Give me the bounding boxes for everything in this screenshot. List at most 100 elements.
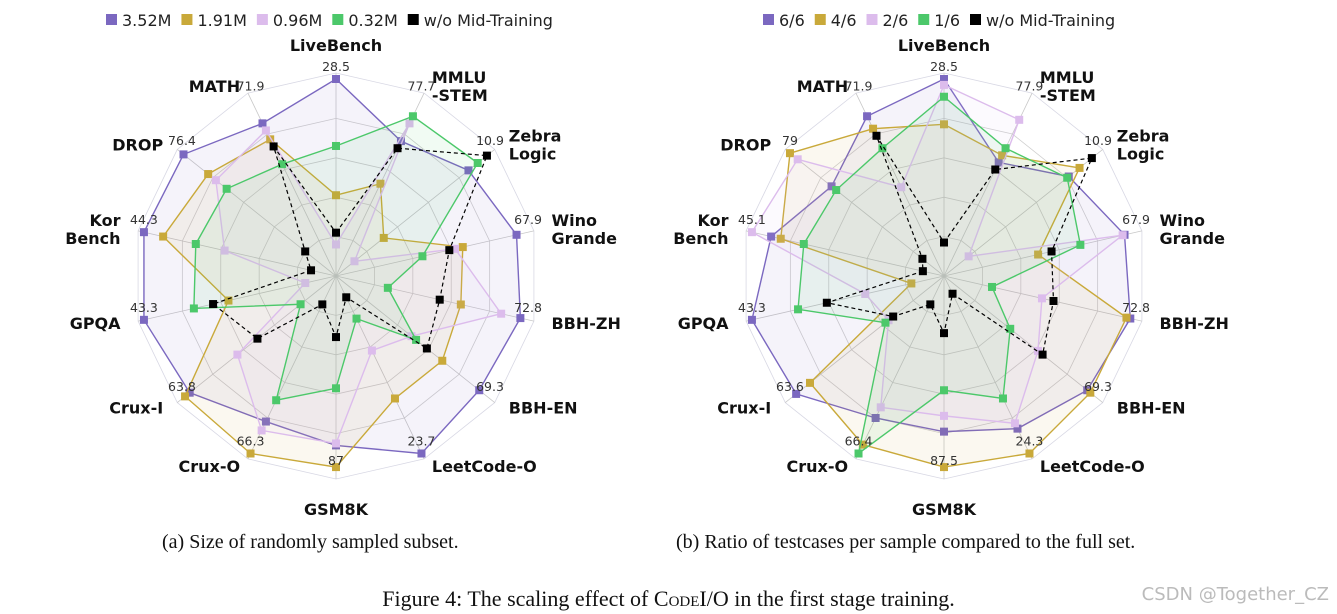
data-point — [422, 344, 431, 353]
data-point — [253, 334, 262, 343]
axis-max-label: 43.3 — [738, 300, 766, 315]
axis-label: MMLU -STEM — [1040, 68, 1096, 105]
axis-label-line: Logic — [509, 144, 557, 163]
data-point — [1049, 296, 1058, 305]
axis-label-line: MATH — [797, 77, 848, 96]
data-point — [1034, 250, 1043, 259]
data-point — [412, 335, 421, 344]
data-point — [376, 179, 385, 188]
data-point — [1037, 294, 1046, 303]
axis-label: GPQA — [70, 314, 121, 333]
data-point — [1038, 350, 1047, 359]
axis-max-label: 67.9 — [1122, 212, 1150, 227]
data-point — [258, 119, 267, 128]
data-point — [417, 449, 426, 458]
data-point — [352, 314, 361, 323]
data-point — [881, 318, 890, 327]
data-point — [379, 233, 388, 242]
axis-max-label: 10.9 — [476, 133, 504, 148]
series-2-6 — [747, 80, 1127, 428]
axis-label-line: MMLU — [1040, 68, 1094, 87]
data-point — [332, 384, 340, 393]
axis-max-label: 87.5 — [930, 453, 958, 468]
data-point — [1075, 163, 1084, 172]
legend-swatch — [332, 14, 344, 25]
data-point — [1010, 419, 1019, 428]
data-point — [464, 166, 473, 175]
data-point — [940, 75, 948, 83]
axis-label: DROP — [720, 135, 771, 154]
axis-label-line: Wino — [1159, 211, 1205, 230]
data-point — [794, 305, 803, 314]
axis-label: LiveBench — [290, 36, 382, 55]
data-point — [918, 254, 927, 263]
axis-max-label: 44.3 — [130, 212, 158, 227]
data-point — [793, 155, 802, 164]
axis-max-label: 72.8 — [1122, 300, 1150, 315]
legend-swatch — [918, 14, 930, 25]
data-point — [1047, 247, 1056, 256]
series-w-o-mid-training — [209, 142, 491, 353]
axis-label: MATH — [189, 77, 240, 96]
data-point — [940, 463, 948, 472]
data-point — [211, 176, 220, 185]
data-point — [332, 439, 340, 448]
series-3-52m — [139, 75, 525, 458]
data-point — [940, 92, 948, 101]
axis-label: Kor Bench — [65, 211, 120, 248]
axis-label-line: Crux-O — [787, 457, 849, 476]
axis-label-line: Kor — [698, 211, 729, 230]
figure-caption-suffix: in the first stage training. — [728, 586, 955, 611]
data-point — [482, 151, 491, 160]
data-point — [307, 266, 316, 275]
axis-label-line: -STEM — [1040, 86, 1096, 105]
legend-swatch — [814, 14, 826, 25]
axis-label: GSM8K — [304, 500, 369, 519]
data-point — [854, 449, 863, 458]
axis-max-label: 23.7 — [408, 433, 436, 448]
axis-label-line: Grande — [1159, 229, 1225, 248]
series-1-91m — [159, 135, 467, 472]
axis-max-label: 76.4 — [168, 133, 196, 148]
axis-max-label: 67.9 — [514, 212, 542, 227]
data-point — [367, 346, 376, 355]
data-point — [233, 350, 242, 359]
legend: 3.52M 1.91M 0.96M 0.32M w/o Mid-Training — [106, 11, 553, 30]
data-point — [222, 184, 231, 193]
axis-max-label: 63.6 — [776, 379, 804, 394]
axis-label-line: Zebra — [1117, 126, 1170, 145]
legend-swatch — [763, 14, 774, 25]
axis-max-label: 45.1 — [738, 212, 766, 227]
legend-label: 4/6 — [831, 11, 857, 30]
data-point — [907, 279, 916, 288]
data-point — [408, 112, 417, 121]
axis-label: MATH — [797, 77, 848, 96]
axis-label-line: LiveBench — [290, 36, 382, 55]
axis-label-line: MMLU — [432, 68, 486, 87]
data-point — [863, 112, 872, 121]
axis-label-line: Wino — [551, 211, 597, 230]
axis-label-line: DROP — [112, 135, 163, 154]
axis-spoke — [943, 275, 1103, 403]
axis-label-line: DROP — [720, 135, 771, 154]
data-point — [246, 449, 255, 458]
axis-max-label: 69.3 — [476, 379, 504, 394]
axis-label-line: Grande — [551, 229, 617, 248]
data-point — [497, 309, 506, 318]
data-point — [332, 191, 340, 200]
data-point — [204, 170, 213, 179]
data-point — [435, 295, 444, 304]
series-1-6 — [794, 92, 1085, 458]
series-0-32m — [189, 112, 482, 405]
data-point — [301, 279, 310, 288]
data-point — [332, 463, 340, 472]
data-point — [858, 440, 867, 449]
axis-label: Wino Grande — [1159, 211, 1225, 248]
axis-label-line: LiveBench — [898, 36, 990, 55]
data-point — [407, 332, 416, 341]
data-point — [396, 137, 405, 146]
data-point — [318, 300, 327, 309]
data-point — [1087, 154, 1096, 163]
axis-label-line: Crux-I — [109, 399, 163, 418]
data-point — [1015, 115, 1024, 124]
